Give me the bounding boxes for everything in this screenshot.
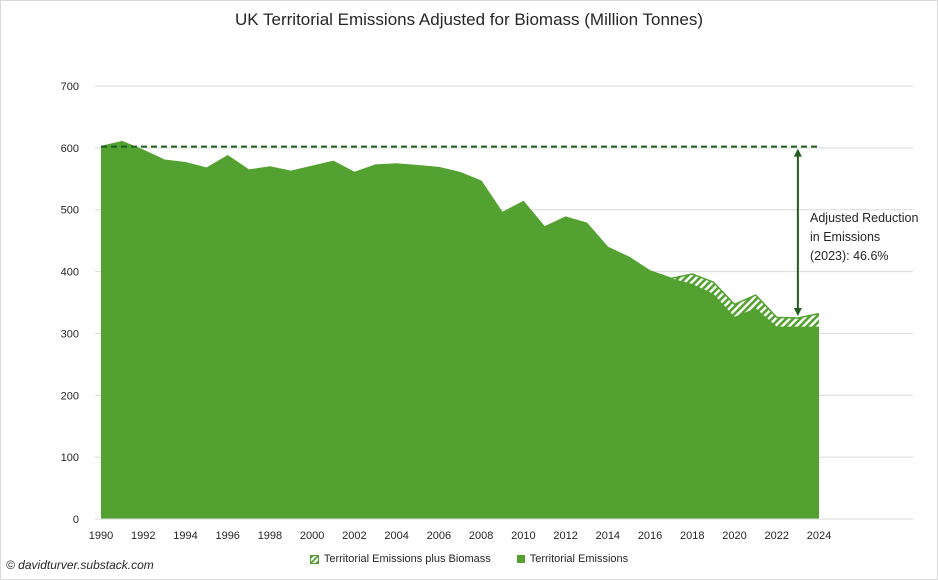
annotation-text: in Emissions xyxy=(810,230,880,244)
legend-item-territorial: Territorial Emissions xyxy=(516,553,629,565)
x-tick-label: 2014 xyxy=(596,530,620,542)
x-tick-label: 2008 xyxy=(469,530,493,542)
chart-legend: Territorial Emissions plus Biomass Terri… xyxy=(0,553,938,565)
legend-item-biomass: Territorial Emissions plus Biomass xyxy=(309,553,491,565)
x-tick-label: 1990 xyxy=(89,530,113,542)
copyright-notice: © davidturver.substack.com xyxy=(6,558,154,572)
x-tick-label: 2000 xyxy=(300,530,324,542)
arrow-head-up xyxy=(793,148,802,157)
x-tick-label: 2002 xyxy=(342,530,366,542)
annotation-text: Adjusted Reduction xyxy=(810,211,918,225)
x-tick-label: 2004 xyxy=(384,530,408,542)
x-tick-label: 2022 xyxy=(765,530,789,542)
x-tick-label: 2006 xyxy=(427,530,451,542)
legend-label-biomass: Territorial Emissions plus Biomass xyxy=(323,553,491,565)
y-tick-label: 600 xyxy=(61,143,79,155)
annotation-text: (2023): 46.6% xyxy=(810,249,889,263)
x-tick-label: 1996 xyxy=(215,530,239,542)
y-tick-label: 700 xyxy=(61,81,79,93)
arrow-head-down xyxy=(793,307,802,316)
x-tick-label: 2010 xyxy=(511,530,535,542)
y-tick-label: 400 xyxy=(61,267,79,279)
x-tick-label: 2024 xyxy=(807,530,831,542)
x-tick-label: 2018 xyxy=(680,530,704,542)
y-tick-label: 200 xyxy=(61,390,79,402)
y-tick-label: 300 xyxy=(61,328,79,340)
x-tick-label: 1998 xyxy=(258,530,282,542)
x-tick-label: 2020 xyxy=(722,530,746,542)
legend-label-territorial: Territorial Emissions xyxy=(529,553,629,565)
series-area-territorial xyxy=(101,141,819,519)
x-tick-label: 2012 xyxy=(553,530,577,542)
x-tick-label: 2016 xyxy=(638,530,662,542)
y-tick-label: 100 xyxy=(61,452,79,464)
x-tick-label: 1994 xyxy=(173,530,197,542)
y-tick-label: 0 xyxy=(73,514,79,526)
y-tick-label: 500 xyxy=(61,205,79,217)
legend-swatch-hatched xyxy=(309,554,319,564)
x-tick-label: 1992 xyxy=(131,530,155,542)
chart-title: UK Territorial Emissions Adjusted for Bi… xyxy=(235,10,703,29)
legend-swatch-solid xyxy=(516,555,525,563)
